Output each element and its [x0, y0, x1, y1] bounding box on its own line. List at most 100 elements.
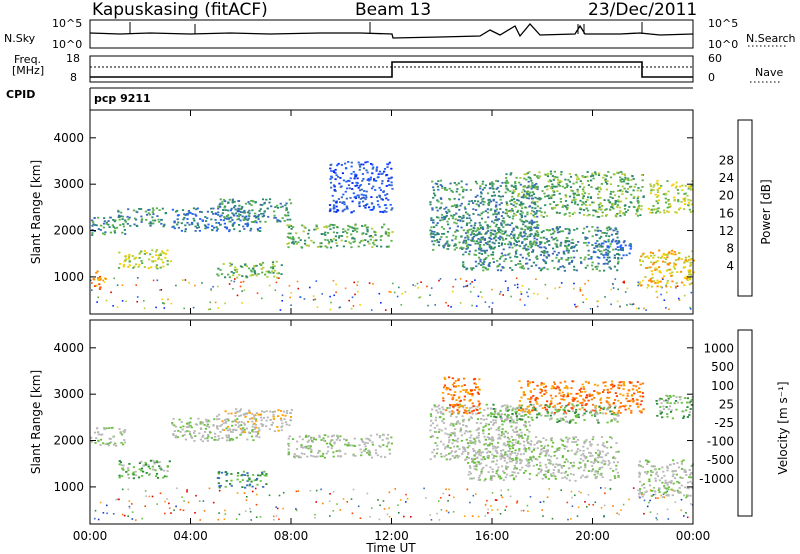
echo-cell: [632, 400, 635, 403]
echo-cell: [632, 388, 635, 391]
echo-cell: [617, 409, 620, 412]
echo-cell: [127, 208, 130, 211]
noise-dot: [333, 294, 335, 297]
echo-cell: [492, 233, 495, 236]
echo-cell: [611, 410, 614, 413]
echo-cell: [205, 418, 208, 421]
noise-dot: [141, 517, 143, 520]
echo-cell: [534, 234, 537, 236]
echo-cell: [670, 252, 673, 255]
echo-cell: [592, 214, 595, 217]
echo-cell: [294, 240, 297, 243]
echo-cell: [479, 195, 482, 198]
echo-cell: [482, 262, 485, 264]
echo-cell: [488, 237, 491, 240]
echo-cell: [576, 203, 579, 206]
echo-cell: [292, 237, 295, 240]
echo-cell: [148, 222, 151, 225]
echo-cell: [639, 259, 642, 261]
echo-cell: [647, 284, 650, 287]
echo-cell: [93, 431, 97, 434]
echo-cell: [556, 231, 560, 234]
noise-dot: [241, 302, 243, 304]
echo-cell: [551, 208, 554, 210]
noise-dot: [99, 501, 102, 504]
echo-cell: [656, 268, 659, 271]
echo-cell: [516, 211, 519, 213]
echo-cell: [128, 259, 131, 262]
echo-cell: [545, 238, 548, 240]
echo-cell: [477, 204, 480, 207]
noise-dot: [655, 517, 658, 519]
echo-cell: [601, 211, 604, 214]
echo-cell: [577, 416, 580, 419]
echo-cell: [656, 196, 659, 198]
echo-cell: [379, 210, 382, 213]
noise-dot: [440, 509, 443, 511]
echo-cell: [462, 265, 465, 268]
noise-dot: [577, 506, 580, 509]
echo-cell: [351, 188, 354, 190]
echo-cell: [540, 250, 543, 253]
echo-cell: [480, 418, 483, 420]
echo-cell: [573, 202, 577, 205]
echo-cell: [482, 203, 485, 206]
echo-cell: [687, 187, 690, 190]
echo-cell: [238, 210, 241, 213]
noise-dot: [179, 508, 182, 511]
echo-cell: [525, 173, 528, 176]
echo-cell: [223, 216, 226, 218]
echo-cell: [337, 209, 340, 212]
echo-cell: [509, 173, 512, 176]
echo-cell: [234, 208, 237, 211]
echo-cell: [381, 182, 384, 185]
echo-cell: [453, 439, 456, 442]
echo-cell: [529, 413, 532, 415]
echo-cell: [190, 436, 193, 439]
echo-cell: [582, 398, 585, 401]
echo-cell: [224, 420, 228, 423]
echo-cell: [603, 269, 606, 272]
echo-cell: [221, 212, 224, 215]
echo-cell: [612, 385, 615, 388]
echo-cell: [387, 228, 390, 231]
echo-cell: [112, 443, 116, 446]
echo-cell: [628, 244, 631, 247]
echo-cell: [488, 244, 491, 246]
echo-cell: [479, 454, 482, 457]
echo-cell: [458, 396, 461, 398]
noise-dot: [112, 305, 114, 307]
echo-cell: [503, 413, 507, 416]
noise-dot: [560, 489, 562, 491]
noise-dot: [689, 306, 691, 309]
echo-cell: [333, 442, 336, 445]
echo-cell: [564, 200, 568, 202]
echo-cell: [612, 238, 615, 241]
noise-dot: [646, 505, 649, 508]
echo-cell: [230, 484, 233, 487]
echo-cell: [453, 445, 456, 448]
echo-cell: [574, 411, 577, 413]
echo-cell: [659, 280, 662, 283]
echo-cell: [123, 260, 126, 263]
echo-cell: [650, 208, 653, 211]
echo-cell: [489, 183, 492, 186]
noise-dot: [519, 298, 521, 301]
echo-cell: [470, 239, 473, 242]
echo-cell: [176, 223, 179, 226]
echo-cell: [692, 271, 695, 274]
noise-dot: [628, 498, 630, 501]
noise-dot: [610, 303, 612, 306]
echo-cell: [284, 421, 288, 424]
echo-cell: [307, 236, 310, 239]
echo-cell: [91, 232, 94, 234]
echo-cell: [683, 261, 686, 264]
echo-cell: [476, 418, 480, 420]
echo-cell: [555, 211, 558, 214]
echo-cell: [614, 203, 617, 206]
echo-cell: [472, 405, 475, 407]
echo-cell: [568, 410, 571, 413]
noise-dot: [396, 295, 399, 298]
echo-cell: [663, 275, 666, 278]
echo-cell: [610, 190, 613, 193]
